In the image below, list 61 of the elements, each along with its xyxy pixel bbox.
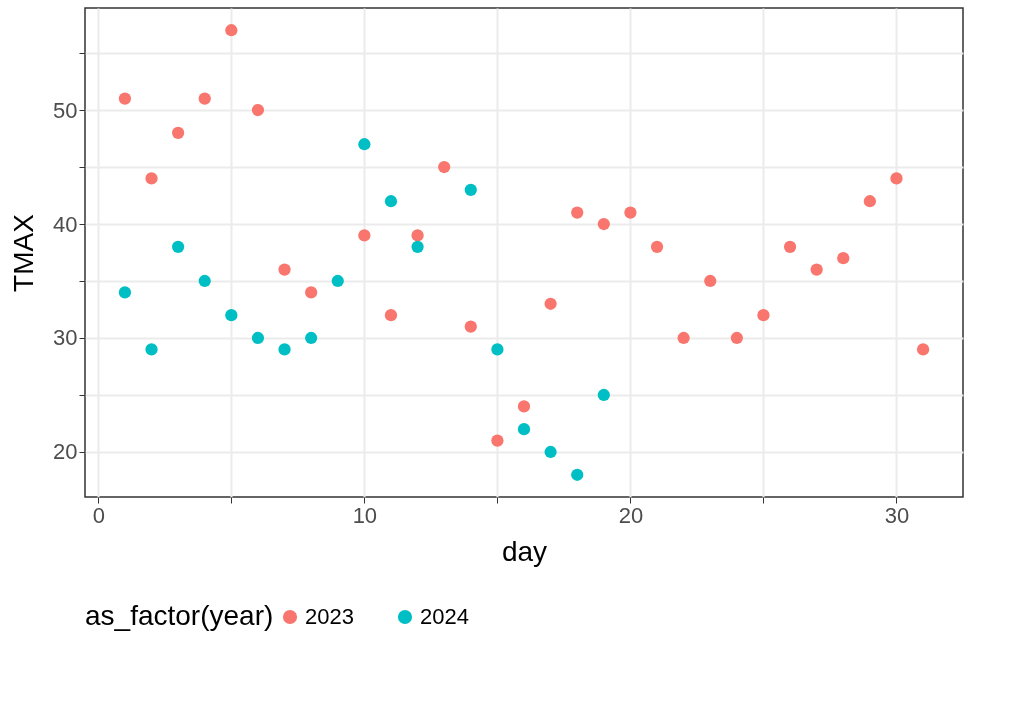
point — [172, 240, 185, 253]
y-axis-title: TMAX — [8, 213, 40, 292]
point — [118, 286, 132, 299]
point — [757, 309, 770, 322]
point — [384, 309, 398, 322]
point — [145, 343, 158, 356]
point — [145, 172, 158, 185]
point — [597, 388, 610, 402]
point — [464, 320, 477, 333]
point — [305, 331, 318, 345]
point — [198, 92, 211, 105]
point — [810, 263, 823, 276]
point — [916, 343, 930, 356]
point — [624, 206, 637, 219]
legend-title: as_factor(year) — [85, 600, 274, 631]
y-tick-label: 50 — [53, 97, 78, 123]
point — [198, 274, 211, 288]
point — [597, 217, 610, 231]
point — [730, 331, 743, 345]
point — [517, 423, 531, 436]
point — [544, 297, 557, 310]
point — [650, 240, 664, 253]
point — [225, 309, 238, 322]
point — [251, 331, 265, 345]
point — [225, 24, 238, 37]
point — [677, 331, 690, 345]
legend-label: 2024 — [420, 604, 469, 629]
point — [571, 206, 584, 219]
point — [464, 183, 477, 196]
x-tick-label: 10 — [352, 502, 378, 528]
point — [704, 274, 717, 288]
point — [491, 434, 504, 447]
y-tick-label: 30 — [53, 325, 78, 351]
point — [517, 400, 531, 413]
point — [411, 229, 424, 242]
point — [783, 240, 797, 253]
x-tick-label: 20 — [618, 502, 644, 528]
point — [411, 240, 424, 253]
y-tick-label: 20 — [53, 439, 78, 465]
x-tick-label: 30 — [884, 502, 910, 528]
point — [358, 229, 371, 242]
point — [278, 263, 291, 276]
legend-label: 2023 — [305, 604, 354, 629]
point — [544, 445, 557, 459]
point — [491, 343, 504, 356]
point — [890, 172, 903, 185]
y-tick-label: 40 — [53, 211, 78, 237]
point — [571, 468, 584, 481]
point — [438, 160, 451, 174]
x-tick-label: 0 — [92, 502, 105, 528]
point — [384, 195, 398, 208]
point — [172, 126, 185, 139]
point — [837, 252, 850, 265]
x-axis-title: day — [501, 535, 548, 567]
point — [251, 103, 265, 117]
point — [305, 286, 318, 299]
point — [278, 343, 291, 356]
point — [331, 274, 344, 288]
point — [358, 138, 371, 151]
point — [118, 92, 132, 105]
point — [863, 195, 876, 208]
